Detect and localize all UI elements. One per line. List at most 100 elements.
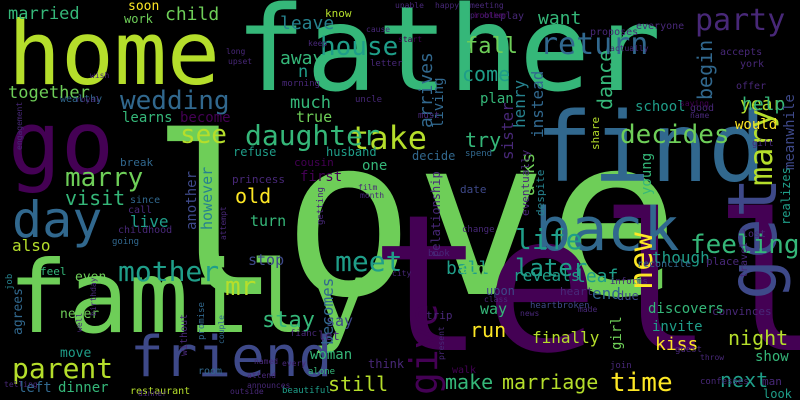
word-next: next [720,368,769,392]
word-confesses: confesses [700,377,749,387]
word-without: without [179,313,190,356]
word-back: back [535,195,680,265]
word-date: date [460,183,487,196]
word-wedding: wedding [120,86,230,116]
word-though: though [652,248,710,267]
word-attend: attend [247,371,276,380]
word-royal: royal [76,95,101,104]
word-parent: parent [12,352,114,385]
word-fianc: fianc [290,329,318,339]
word-since: since [130,195,161,206]
word-work: work [124,12,153,26]
word-instead: instead [528,70,547,138]
word-film: film [358,183,378,192]
word-dance: dance [593,49,617,110]
word-marriage: marriage [502,370,599,394]
word-gift: gift [752,139,774,149]
word-dinner: dinner [58,380,109,396]
word-decide: decide [412,149,456,163]
word-keep: keep [308,39,328,48]
word-take: take [350,119,428,157]
word-restaurant: restaurant [130,386,191,397]
word-true: true [296,108,333,126]
word-year: year [740,94,784,115]
word-mr: mr [225,272,257,302]
word-even: even [75,270,107,285]
word-saying: saying [680,99,709,108]
word-guest: guest [675,345,703,355]
word-end: end [592,284,621,303]
word-start: start [398,35,423,44]
word-room: room [198,366,223,377]
word-house: house [320,32,399,62]
word-left: left [18,380,52,396]
word-accepts: accepts [720,47,763,58]
word-alone: alone [308,367,336,377]
word-upon: upon [486,284,515,298]
word-book: book [428,249,450,259]
word-kiss: kiss [655,334,699,355]
word-say: say [326,312,354,330]
word-think: think [368,357,405,371]
word-married: married [8,4,80,24]
word-good: good [690,103,715,114]
word-want: want [538,8,582,29]
word-wealthy: wealthy [60,94,103,105]
word-another: another [184,170,200,230]
word-look: look [763,387,792,400]
word-play: play [500,11,525,22]
word-son: son [460,261,486,277]
word-meanwhile: meanwhile [782,94,798,170]
word-live: live [130,212,169,231]
word-promise: promise [197,302,207,340]
word-cousin: cousin [294,156,334,169]
word-try: try [465,128,502,152]
word-still: still [328,372,389,396]
word-made: made [578,305,598,314]
word-reveals: reveals [513,266,581,285]
word-run: run [470,318,507,342]
word-begin: begin [693,39,717,100]
word-feel: feel [40,265,67,278]
word-turn: turn [250,212,287,230]
word-agrees: agrees [11,288,26,335]
word-beautiful: beautiful [282,386,331,396]
word-party: party [695,3,786,38]
word-show: show [755,349,789,365]
word-york: york [740,59,765,70]
word-day: day [12,191,103,249]
word-share: share [589,116,602,150]
word-uncle: uncle [355,95,383,105]
word-make: make [445,370,494,394]
word-later: later [515,254,588,282]
word-friend: friend [130,325,333,390]
word-life: life [515,223,583,256]
word-school: school [635,99,686,115]
word-eventually: eventually [519,149,532,216]
word-proposes: proposes [590,27,639,38]
word-brother: brother [474,11,508,20]
word-lost: lost [742,229,767,240]
word-away: away [280,48,324,69]
word-learns: learns [122,110,173,126]
word-throw: throw [700,353,725,362]
word-informs: informs [610,277,648,287]
word-leave: leave [280,13,335,34]
word-much: much [290,93,331,113]
word-old: old [235,184,272,208]
word-well: well [75,312,84,332]
word-call: call [128,205,153,216]
word-time: time [610,368,673,398]
word-princess: princess [232,173,285,186]
word-letter: letter [370,59,403,69]
word-fall: fall [465,34,518,59]
word-become: become [180,110,231,126]
word-realizes: realizes [779,167,793,225]
word-despite: despite [534,169,547,216]
word-know: know [325,7,352,20]
word-dinner: dinner [138,389,167,398]
word-daughter: daughter [245,119,380,152]
word-morning: morning [282,79,320,89]
word-discovers: discovers [648,301,724,317]
